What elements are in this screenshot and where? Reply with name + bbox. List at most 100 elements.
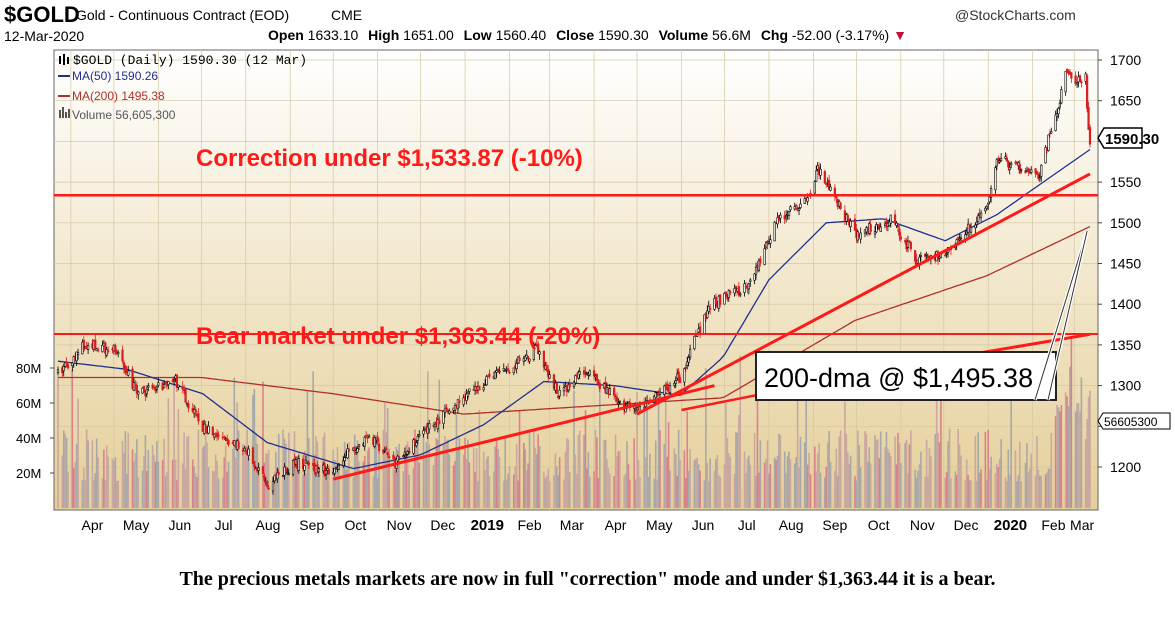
volume-bar [247, 458, 250, 508]
candle-body [1030, 169, 1033, 173]
volume-bar [93, 479, 95, 508]
volume-bar [596, 437, 598, 508]
volume-bar [1014, 450, 1017, 508]
candle-body [392, 454, 395, 460]
volume-bar [107, 456, 109, 508]
volume-bar [994, 473, 997, 508]
candle-body [502, 368, 505, 371]
candle-body [142, 386, 146, 393]
candle-body [686, 361, 689, 366]
candle-body [595, 373, 599, 381]
volume-bar [103, 449, 105, 508]
candle-body [1060, 89, 1063, 104]
candle-body [187, 403, 190, 409]
volume-bar [345, 469, 347, 508]
candle-body [1000, 157, 1003, 162]
candle-body [412, 439, 415, 454]
volume-bar [1054, 416, 1057, 508]
volume-bar [432, 465, 435, 508]
volume-bar [418, 462, 421, 508]
low-label: Low [463, 27, 492, 43]
candle-body [729, 291, 732, 294]
time-tick-label: Jul [215, 517, 233, 533]
candle-body [869, 224, 872, 233]
chg-value: -52.00 (-3.17%) [791, 27, 890, 43]
candle-body [678, 377, 682, 383]
volume-bar [1064, 392, 1067, 508]
volume-bar [362, 461, 365, 508]
volume-bar [167, 398, 170, 508]
volume-bar [402, 471, 405, 508]
volume-bar [328, 468, 330, 508]
volume-bar [879, 431, 882, 508]
volume-bar [84, 479, 87, 508]
candle-body [415, 442, 418, 447]
volume-bar [663, 443, 666, 508]
volume-bar [101, 478, 104, 508]
candle-body [281, 474, 285, 477]
volume-bar [282, 429, 284, 508]
volume-tick-label: 80M [16, 361, 41, 376]
candle-body [987, 202, 990, 205]
volume-bar [934, 434, 937, 508]
candle-body [763, 248, 766, 265]
volume-bar [127, 432, 130, 508]
volume-bar [755, 475, 757, 508]
volume-bar [273, 471, 276, 508]
volume-bar [988, 469, 991, 508]
candle-body [528, 358, 531, 362]
candle-body [893, 214, 897, 224]
candle-body [297, 458, 300, 471]
volume-bar [87, 440, 89, 508]
volume-bar [553, 475, 555, 508]
candle-body [677, 371, 680, 381]
candle-body [307, 462, 310, 466]
volume-bar [534, 447, 537, 508]
candle-body [165, 384, 169, 387]
volume-bar [161, 460, 164, 508]
volume-bar [659, 430, 661, 508]
volume-bar [654, 440, 657, 508]
volume-bar [808, 452, 810, 508]
candle-body [227, 439, 230, 445]
volume-bar [733, 473, 736, 508]
volume-bar [318, 466, 320, 508]
volume-bar [173, 375, 175, 508]
volume-bar [97, 457, 99, 508]
volume-bar [825, 467, 828, 508]
volume-bar [1074, 411, 1077, 508]
volume-bar [766, 440, 769, 508]
volume-bar [795, 457, 797, 508]
candle-body [416, 436, 419, 441]
volume-bar [799, 436, 802, 508]
candle-body [879, 226, 882, 232]
volume-bar [517, 480, 519, 508]
candle-body [343, 457, 346, 462]
volume-bar [123, 452, 125, 508]
candle-body [819, 168, 822, 176]
candle-body [1018, 163, 1021, 174]
volume-bar [950, 478, 952, 508]
candle-body [484, 384, 487, 386]
volume-bar [594, 429, 597, 508]
high-label: High [368, 27, 400, 43]
candle-body [323, 463, 326, 476]
volume-bar [930, 456, 932, 508]
candle-body [719, 294, 722, 305]
candle-body [217, 434, 220, 437]
candle-body [448, 410, 451, 414]
volume-bar [877, 439, 879, 508]
volume-bar [125, 473, 128, 508]
volume-bar [462, 454, 465, 508]
volume-bar [306, 390, 309, 508]
legend-price-icon [59, 54, 69, 65]
volume-bar [416, 440, 419, 508]
candle-body [577, 372, 580, 379]
candle-body [1027, 168, 1030, 173]
candle-body [1087, 106, 1090, 130]
candle-body [257, 467, 260, 471]
legend-price: $GOLD (Daily) 1590.30 (12 Mar) [73, 53, 307, 68]
candle-body [291, 460, 295, 475]
volume-bar [146, 470, 148, 508]
time-tick-label: Nov [910, 517, 935, 533]
